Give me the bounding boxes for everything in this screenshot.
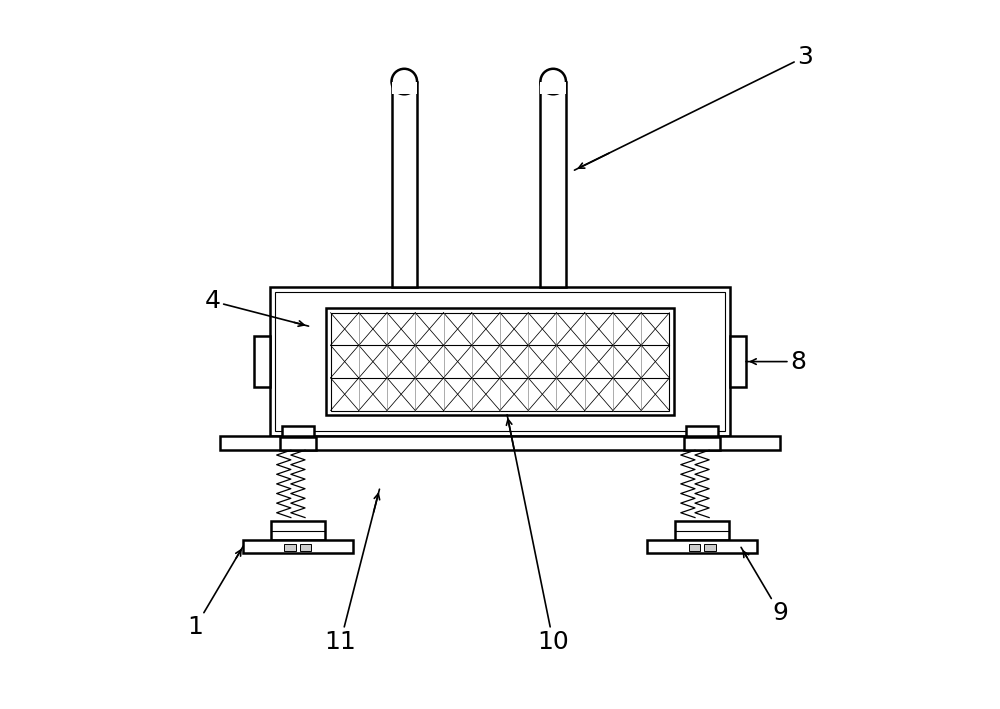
Text: 10: 10 <box>507 415 569 654</box>
Polygon shape <box>540 82 566 94</box>
Polygon shape <box>284 544 296 551</box>
Polygon shape <box>326 308 674 415</box>
Polygon shape <box>280 437 316 450</box>
Polygon shape <box>689 544 700 551</box>
Circle shape <box>540 69 566 94</box>
Polygon shape <box>392 82 417 94</box>
Polygon shape <box>220 436 780 450</box>
Polygon shape <box>300 544 311 551</box>
Polygon shape <box>331 313 669 411</box>
Text: 3: 3 <box>574 45 813 170</box>
Polygon shape <box>254 336 270 387</box>
Circle shape <box>392 69 417 94</box>
Text: 8: 8 <box>746 350 806 374</box>
Text: 11: 11 <box>325 489 379 654</box>
Polygon shape <box>540 82 566 287</box>
Polygon shape <box>270 287 730 436</box>
Polygon shape <box>647 540 757 553</box>
Polygon shape <box>684 437 720 450</box>
Polygon shape <box>243 540 353 553</box>
Polygon shape <box>392 82 417 287</box>
Polygon shape <box>271 521 325 540</box>
Polygon shape <box>704 544 716 551</box>
Text: 4: 4 <box>205 289 309 326</box>
Polygon shape <box>282 426 314 436</box>
Polygon shape <box>686 426 718 436</box>
Polygon shape <box>275 292 725 431</box>
Text: 9: 9 <box>741 547 788 625</box>
Text: 1: 1 <box>187 546 243 640</box>
Polygon shape <box>730 336 746 387</box>
Polygon shape <box>675 521 729 540</box>
